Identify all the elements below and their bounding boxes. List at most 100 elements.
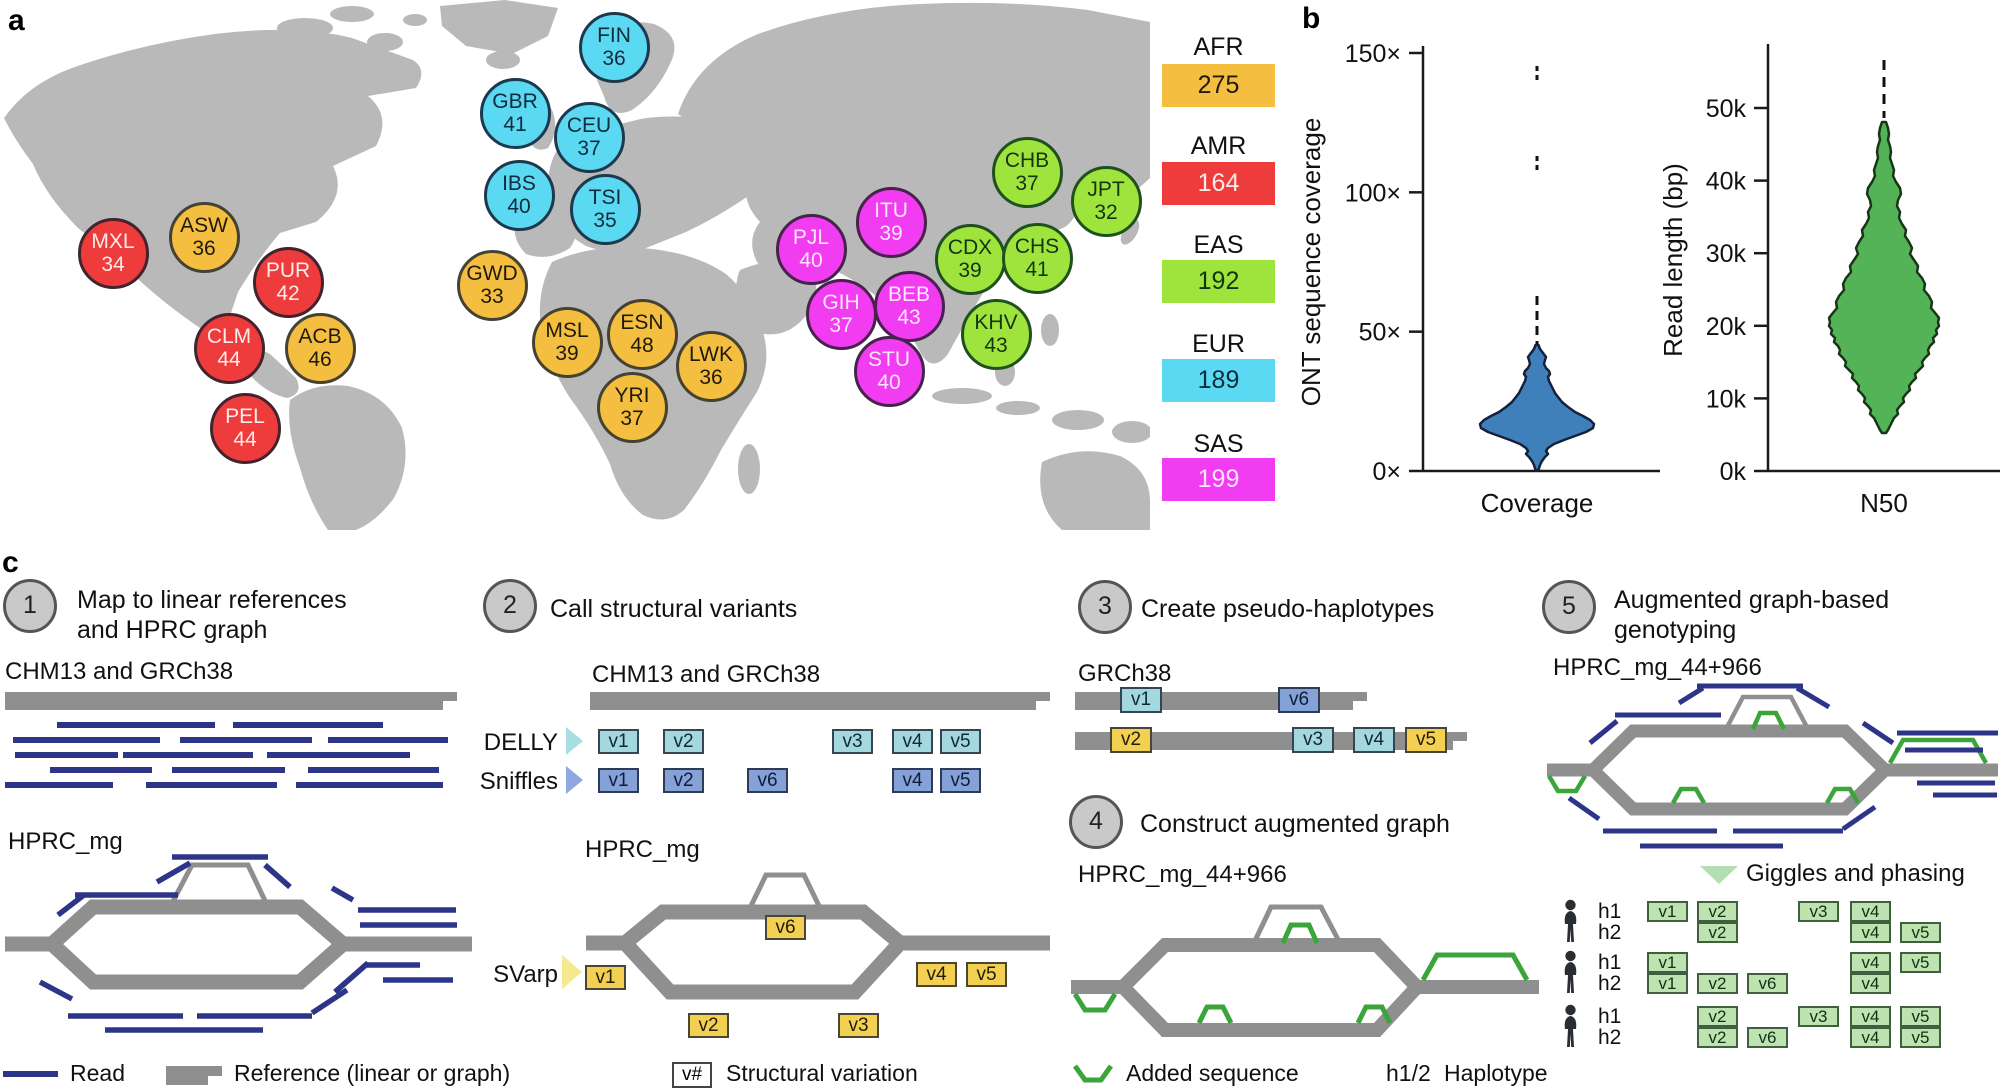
population-count: 37	[620, 407, 644, 430]
population-code: CEU	[566, 114, 612, 137]
population-count: 34	[101, 253, 125, 276]
genotype-p2-h1-v4: v4	[1850, 952, 1891, 973]
coverage-violin	[1478, 343, 1596, 472]
population-circle-mxl: MXL 34	[77, 217, 149, 289]
svg-text:0k: 0k	[1720, 458, 1747, 486]
population-circle-stu: STU 40	[853, 335, 925, 407]
delly-label: DELLY	[483, 729, 558, 756]
population-code: IBS	[502, 172, 536, 195]
population-count: 44	[217, 348, 241, 371]
read-legend-icon	[3, 1071, 58, 1077]
population-count: 41	[1025, 258, 1049, 281]
svarp-variant-v4: v4	[916, 962, 957, 987]
population-code: JPT	[1087, 178, 1125, 201]
svarp-variant-v1: v1	[585, 965, 626, 990]
population-code: CHS	[1014, 235, 1060, 258]
genotype-p1-h2-v5: v5	[1900, 922, 1941, 943]
step-5-title: Augmented graph-based genotyping	[1614, 586, 1890, 644]
population-count: 39	[879, 222, 903, 245]
svg-text:40k: 40k	[1706, 168, 1747, 196]
delly-variant-v3: v3	[832, 729, 873, 754]
step2-graph	[586, 872, 1050, 1000]
sniffles-variant-v4: v4	[892, 768, 933, 793]
pseudohap2-variant-v2: v2	[1110, 727, 1152, 753]
legend-count-eur: 189	[1162, 359, 1275, 402]
population-count: 36	[192, 237, 216, 260]
population-circle-chb: CHB 37	[991, 136, 1063, 208]
sv-legend-label: Structural variation	[726, 1060, 918, 1086]
panel-c-label: c	[2, 546, 19, 579]
svarp-variant-v5: v5	[966, 962, 1007, 987]
genotype-p1-h1-v1: v1	[1647, 901, 1688, 922]
step4-graph-label: HPRC_mg_44+966	[1078, 861, 1287, 888]
hap-label-p1-h1: h1	[1598, 900, 1622, 923]
population-code: YRI	[614, 384, 650, 407]
n50-violin	[1827, 120, 1941, 435]
genotype-p3-h2-v2: v2	[1697, 1027, 1738, 1048]
reference-legend-icon	[166, 1066, 222, 1085]
legend-group-sas: SAS	[1193, 430, 1244, 458]
svarp-variant-v6: v6	[765, 915, 806, 940]
hap-label-p1-h2: h2	[1598, 921, 1622, 944]
population-code: MXL	[91, 230, 135, 253]
genotype-p3-h1-v5: v5	[1900, 1006, 1941, 1027]
delly-variant-v5: v5	[940, 729, 981, 754]
population-count: 40	[507, 195, 531, 218]
step5-graph	[1547, 683, 1998, 849]
population-count: 35	[593, 209, 617, 232]
population-code: PJL	[792, 226, 830, 249]
population-count: 41	[503, 113, 527, 136]
population-circle-clm: CLM 44	[193, 312, 265, 384]
step-4-title: Construct augmented graph	[1140, 810, 1450, 838]
haplotype-legend-label: Haplotype	[1444, 1060, 1548, 1086]
population-code: ESN	[620, 311, 664, 334]
sniffles-label: Sniffles	[479, 768, 558, 795]
step-3-circle: 3	[1078, 580, 1132, 634]
legend-count-sas: 199	[1162, 458, 1275, 501]
population-code: PEL	[225, 405, 265, 428]
legend-count-afr: 275	[1162, 64, 1275, 107]
population-count: 40	[799, 249, 823, 272]
svarp-variant-v3: v3	[838, 1013, 879, 1038]
population-circle-gih: GIH 37	[805, 278, 877, 350]
population-count: 43	[984, 334, 1008, 357]
legend-group-eas: EAS	[1193, 231, 1244, 259]
hap-label-p3-h2: h2	[1598, 1026, 1622, 1049]
step4-added-sequences	[1072, 922, 1530, 1025]
population-code: BEB	[887, 283, 931, 306]
population-code: PUR	[265, 259, 311, 282]
population-code: STU	[868, 348, 910, 371]
step-3-title: Create pseudo-haplotypes	[1141, 595, 1435, 623]
svg-text:ONT sequence coverage: ONT sequence coverage	[1300, 118, 1326, 407]
added-sequence-legend-label: Added sequence	[1126, 1060, 1299, 1086]
delly-marker-icon	[566, 727, 583, 755]
step3-haplotype1-bar	[1075, 692, 1367, 710]
violin-plots: 0× 50× 100× 150× 0k 10k 20k 30k 40k 50k ONT sequen…	[1300, 40, 2000, 518]
sv-legend-icon: v#	[672, 1062, 712, 1088]
population-count: 33	[480, 285, 504, 308]
genotype-p1-h1-v2: v2	[1697, 901, 1738, 922]
hap-label-p3-h1: h1	[1598, 1005, 1622, 1028]
population-count: 37	[1015, 172, 1039, 195]
hap-label-p2-h1: h1	[1598, 951, 1622, 974]
genotype-p1-h2-v2: v2	[1697, 922, 1738, 943]
genotype-p2-h1-v5: v5	[1900, 952, 1941, 973]
sniffles-marker-icon	[566, 766, 583, 794]
pseudohap2-variant-v5: v5	[1405, 727, 1447, 753]
pseudohap2-variant-v3: v3	[1292, 727, 1334, 753]
population-circle-jpt: JPT 32	[1070, 165, 1142, 237]
svarp-variant-v2: v2	[688, 1013, 729, 1038]
svg-text:30k: 30k	[1706, 240, 1747, 268]
hap-label-p2-h2: h2	[1598, 972, 1622, 995]
population-count: 36	[602, 47, 626, 70]
population-code: ASW	[180, 214, 228, 237]
population-count: 36	[699, 366, 723, 389]
read-legend-label: Read	[70, 1060, 125, 1086]
sniffles-variant-v6: v6	[747, 768, 788, 793]
giggles-label: Giggles and phasing	[1746, 860, 1965, 887]
delly-variant-v2: v2	[663, 729, 704, 754]
population-circle-pel: PEL 44	[209, 392, 281, 464]
person-icon	[1562, 899, 1579, 948]
population-code: LWK	[689, 343, 733, 366]
